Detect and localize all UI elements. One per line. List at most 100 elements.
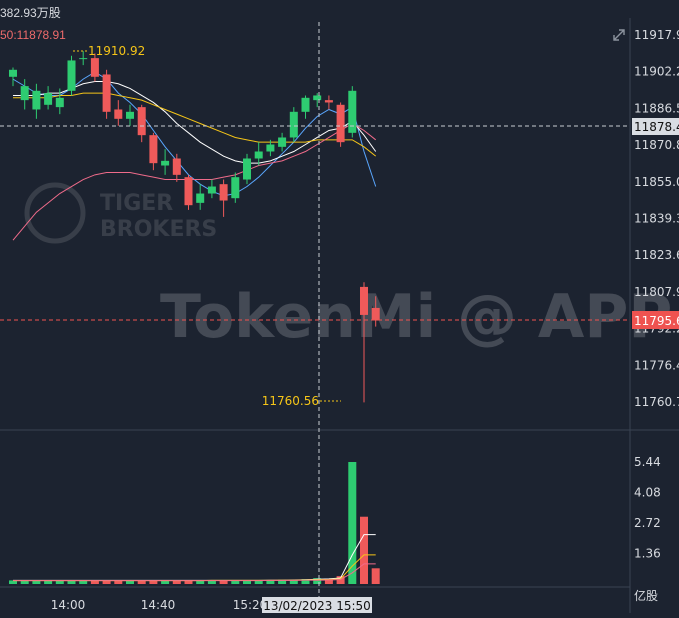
- candle-body: [137, 107, 146, 136]
- volume-unit-label: 亿股: [634, 588, 658, 603]
- volume-tick-label: 1.36: [634, 547, 661, 561]
- volume-bar: [32, 580, 41, 584]
- volume-bar: [266, 579, 275, 584]
- candle-body: [243, 158, 251, 180]
- last-price-value: 11795.6: [634, 314, 679, 328]
- ma-line-long: [12, 122, 377, 241]
- price-tick-label: 11839.3: [634, 212, 679, 226]
- candle-body: [313, 95, 322, 101]
- candle-body: [32, 90, 41, 110]
- volume-bar: [55, 580, 64, 584]
- volume-ma-line-red: [13, 563, 376, 582]
- volume-bar: [254, 580, 263, 584]
- ma50-header: 50:11878.91: [0, 28, 66, 42]
- volume-ma-line-white: [13, 534, 376, 581]
- time-tick-label: 15:20: [233, 598, 268, 612]
- crosshair-time-value: 13/02/2023 15:50: [263, 599, 371, 613]
- last-price-tag: [632, 311, 679, 329]
- price-tick-label: 11917.9: [634, 28, 679, 42]
- candle-body: [254, 151, 263, 159]
- price-tick-label: 11870.8: [634, 138, 679, 152]
- candle-body: [289, 111, 298, 138]
- volume-bar: [44, 580, 53, 584]
- volume-bar: [9, 580, 17, 584]
- volume-bars: [9, 462, 380, 584]
- watermark-logo-line1: TIGER: [100, 191, 173, 216]
- volume-ma-line-yellow: [13, 554, 376, 582]
- volume-bar: [289, 579, 298, 584]
- time-tick-label: 14:40: [141, 598, 176, 612]
- price-tick-label: 11902.2: [634, 65, 679, 79]
- candle-body: [196, 193, 205, 203]
- volume-bar: [278, 579, 287, 584]
- volume-bar: [360, 516, 368, 584]
- candle-body: [79, 58, 88, 60]
- expand-icon[interactable]: [613, 29, 625, 41]
- ma-line-fast: [12, 71, 377, 197]
- candle-body: [55, 97, 64, 108]
- volume-bar: [161, 580, 170, 584]
- candle-body: [360, 286, 368, 315]
- tiger-brokers-watermark: TIGER BROKERS: [24, 182, 217, 244]
- volume-bar: [336, 576, 345, 584]
- candles: [9, 51, 380, 403]
- volume-moving-average-lines: [13, 534, 376, 582]
- candle-body: [301, 97, 310, 112]
- volume-bar: [219, 580, 228, 584]
- price-tick-label: 11776.4: [634, 358, 679, 372]
- candle-body: [184, 177, 193, 206]
- candle-body: [102, 74, 111, 112]
- volume-tick-label: 4.08: [634, 486, 661, 500]
- volume-bar: [126, 580, 134, 584]
- candle-body: [278, 137, 287, 147]
- volume-bar: [67, 580, 76, 584]
- volume-bar: [149, 580, 158, 584]
- max-price-label: 11910.92: [88, 44, 145, 58]
- volume-bar: [79, 580, 88, 584]
- volume-axis-ticks: 5.44 4.08 2.72 1.36: [634, 455, 661, 561]
- candle-body: [336, 104, 345, 143]
- volume-bar: [243, 580, 251, 584]
- volume-tick-label: 2.72: [634, 516, 661, 530]
- volume-bar: [90, 580, 99, 584]
- candle-body: [149, 135, 158, 164]
- crosshair-time-tag: [262, 597, 372, 613]
- candle-body: [126, 111, 134, 119]
- candle-body: [90, 58, 99, 77]
- price-tick-label: 11823.6: [634, 248, 679, 262]
- crosshair-price-tag: [632, 118, 679, 135]
- volume-bar: [207, 580, 216, 584]
- volume-bar: [348, 462, 357, 584]
- volume-bar: [231, 580, 240, 584]
- volume-header: 382.93万股: [0, 6, 61, 20]
- time-axis-ticks: 14:00 14:40 15:20: [51, 598, 268, 612]
- volume-bar: [102, 580, 111, 584]
- volume-bar: [301, 579, 310, 584]
- volume-bar: [324, 578, 333, 584]
- candle-body: [67, 60, 76, 91]
- candle-body: [161, 160, 170, 166]
- candle-body: [172, 158, 181, 175]
- candle-body: [266, 144, 275, 152]
- price-tick-label: 11807.9: [634, 285, 679, 299]
- price-tick-label: 11886.5: [634, 101, 679, 115]
- candle-body: [348, 90, 357, 133]
- volume-bar: [371, 568, 380, 584]
- volume-bar: [114, 580, 123, 584]
- volume-bar: [313, 578, 322, 584]
- ma-line-slow: [13, 92, 377, 157]
- volume-bar: [196, 580, 205, 584]
- time-tick-label: 14:00: [51, 598, 86, 612]
- volume-bar: [137, 580, 146, 584]
- candle-body: [324, 100, 333, 103]
- price-tick-label: 11760.7: [634, 395, 679, 409]
- candle-body: [44, 93, 53, 105]
- moving-average-lines: [12, 71, 377, 241]
- candle-body: [20, 86, 29, 101]
- candle-body: [231, 177, 240, 199]
- min-price-label: 11760.56: [262, 394, 319, 408]
- candle-body: [219, 184, 228, 201]
- volume-bar: [184, 580, 193, 584]
